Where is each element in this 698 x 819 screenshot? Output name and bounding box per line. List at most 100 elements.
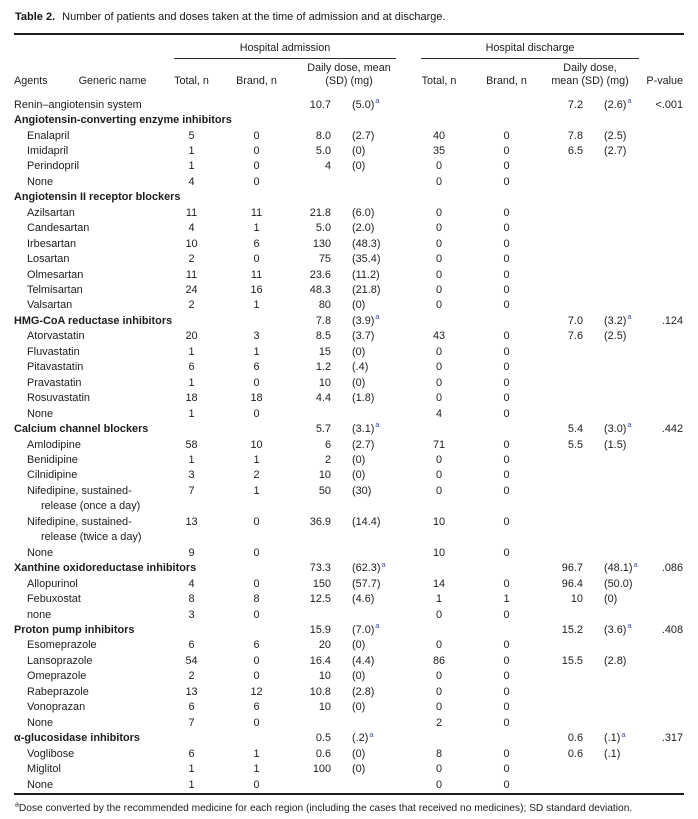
discharge-brand-cell: 0	[503, 160, 510, 173]
admission-sd-cell: (0)	[352, 376, 366, 389]
admission-sd-cell: (0)	[352, 763, 366, 776]
pvalue-cell	[641, 175, 684, 190]
admission-total-cell: 3	[188, 608, 195, 621]
admission-group-underline: Hospital admission	[174, 35, 396, 59]
table-row: Fluvastatin 1 1 15 (0) 0 0	[14, 345, 684, 360]
discharge-sd-cell	[591, 484, 641, 515]
admission-brand-cell: 10	[250, 438, 263, 451]
admission-sd-cell: (5.0)a	[352, 95, 380, 111]
admission-total-cell: 54	[185, 654, 198, 667]
table-row: none 3 0 0 0	[14, 608, 684, 623]
admission-brand-cell: 0	[253, 608, 260, 621]
pvalue-cell	[641, 468, 684, 483]
pvalue-cell	[641, 778, 684, 794]
admission-total-cell: 1	[188, 763, 195, 776]
admission-total-cell: 6	[188, 361, 195, 374]
column-header-row: Agents Generic name Total, n Brand, n Da…	[14, 59, 684, 94]
discharge-brand-cell: 0	[503, 716, 510, 729]
discharge-mean-cell	[539, 391, 591, 406]
discharge-group-header: Hospital discharge	[404, 34, 641, 59]
discharge-mean-cell: 10	[570, 593, 583, 606]
pvalue-cell	[641, 360, 684, 375]
admission-total-cell: 1	[188, 144, 195, 157]
discharge-total-cell	[404, 113, 474, 128]
discharge-sd-cell	[591, 237, 641, 252]
discharge-sd-cell	[591, 453, 641, 468]
discharge-sd-cell: (3.2)a	[604, 312, 632, 327]
pvalue-column-header: P-value	[646, 74, 684, 87]
admission-brand-cell	[219, 314, 294, 329]
table-row: Febuxostat 8 8 12.5 (4.6) 1 1 10 (0)	[14, 592, 684, 607]
admission-sd-cell	[339, 175, 404, 190]
table-row: Irbesartan 10 6 130 (48.3) 0 0	[14, 237, 684, 252]
agents-generic-header-cell: Agents Generic name	[14, 59, 164, 94]
discharge-mean-cell	[539, 700, 591, 715]
discharge-total-cell: 0	[435, 299, 443, 312]
pvalue-cell	[641, 608, 684, 623]
pvalue-cell	[641, 159, 684, 174]
discharge-total-cell: 2	[435, 716, 443, 729]
discharge-total-cell	[404, 314, 474, 329]
admission-mean-cell: 16.4	[309, 654, 331, 667]
group-header-spacer-left	[14, 34, 164, 59]
agents-column-header: Agents	[14, 74, 48, 87]
discharge-total-cell: 0	[435, 253, 443, 266]
admission-sd-cell: (4.4)	[352, 654, 375, 667]
admission-sd-cell: (35.4)	[352, 253, 381, 266]
discharge-sd-cell	[591, 669, 641, 684]
discharge-brand-cell: 0	[503, 268, 510, 281]
admission-dose-header-line1: Daily dose, mean	[307, 62, 391, 74]
discharge-sd-cell	[591, 113, 641, 128]
pvalue-cell	[641, 329, 684, 344]
agent-name-cell: Olmesartan	[27, 268, 84, 281]
admission-brand-cell: 0	[253, 546, 260, 559]
admission-mean-cell: 20	[318, 639, 331, 652]
admission-brand-cell: 11	[250, 206, 263, 219]
admission-brand-cell: 0	[253, 144, 260, 157]
admission-brand-cell	[219, 422, 294, 437]
admission-sd-cell: (30)	[352, 484, 372, 497]
agent-name-cell: Amlodipine	[27, 438, 81, 451]
discharge-mean-cell	[539, 515, 591, 546]
discharge-total-cell: 0	[435, 639, 443, 652]
table-row: Esomeprazole 6 6 20 (0) 0 0	[14, 638, 684, 653]
admission-sd-cell: (4.6)	[352, 593, 375, 606]
discharge-sd-cell	[591, 190, 641, 205]
admission-sd-cell: (.2)a	[352, 729, 374, 745]
admission-sd-cell: (3.7)	[352, 330, 375, 343]
footnote-marker: a	[633, 559, 638, 569]
discharge-mean-cell	[539, 159, 591, 174]
discharge-mean-cell: 5.4	[567, 423, 583, 436]
discharge-total-cell: 0	[435, 284, 443, 297]
discharge-total-cell: 86	[432, 654, 446, 667]
admission-sd-cell: (3.1)a	[352, 420, 380, 436]
discharge-brand-cell	[474, 422, 539, 437]
discharge-mean-cell	[539, 190, 591, 205]
admission-total-cell: 10	[185, 237, 198, 250]
admission-brand-cell	[219, 731, 294, 746]
discharge-mean-cell	[539, 468, 591, 483]
pvalue-cell	[641, 654, 684, 669]
admission-mean-cell	[294, 778, 339, 794]
discharge-sd-cell	[591, 391, 641, 406]
admission-total-cell: 3	[188, 469, 195, 482]
admission-sd-cell: (.4)	[352, 361, 369, 374]
admission-sd-cell: (6.0)	[352, 206, 375, 219]
admission-total-cell: 11	[185, 268, 198, 281]
discharge-total-cell	[404, 731, 474, 746]
discharge-sd-cell: (3.6)a	[604, 621, 632, 636]
footnote-marker: a	[627, 312, 632, 322]
discharge-sd-cell	[591, 376, 641, 391]
discharge-mean-cell	[539, 360, 591, 375]
admission-sd-cell: (48.3)	[352, 237, 381, 250]
pvalue-cell: .408	[661, 624, 684, 636]
admission-brand-cell: 1	[253, 763, 260, 776]
pvalue-cell	[641, 515, 684, 546]
discharge-total-cell: 0	[435, 206, 443, 219]
table-row: Rosuvastatin 18 18 4.4 (1.8) 0 0	[14, 391, 684, 406]
discharge-mean-cell	[539, 685, 591, 700]
discharge-mean-cell: 15.5	[561, 654, 583, 667]
pvalue-cell	[641, 484, 684, 515]
admission-brand-cell: 11	[250, 268, 263, 281]
pvalue-cell	[641, 762, 684, 777]
